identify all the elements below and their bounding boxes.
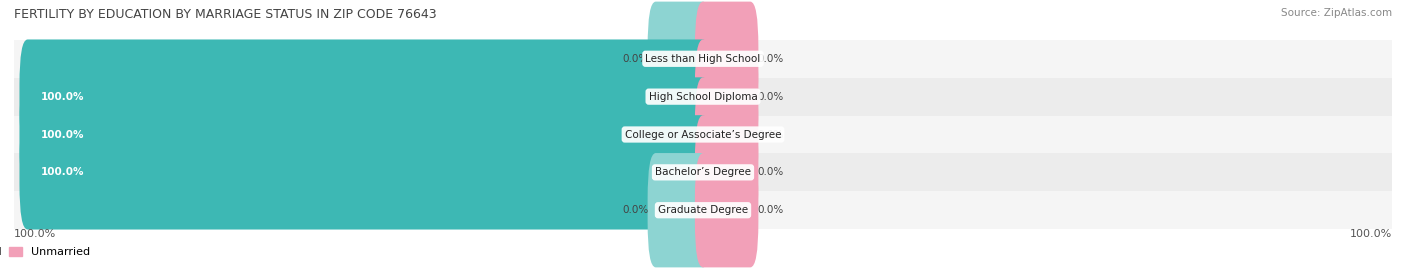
FancyBboxPatch shape [648,2,711,116]
Text: College or Associate’s Degree: College or Associate’s Degree [624,129,782,140]
FancyBboxPatch shape [20,77,711,192]
FancyBboxPatch shape [695,153,758,267]
Text: 100.0%: 100.0% [41,167,84,177]
Text: Graduate Degree: Graduate Degree [658,205,748,215]
Bar [14,191,1392,229]
FancyBboxPatch shape [695,77,758,192]
Bar [14,116,1392,153]
Text: 0.0%: 0.0% [756,167,783,177]
Text: 0.0%: 0.0% [623,205,650,215]
Bar [14,153,1392,191]
FancyBboxPatch shape [695,115,758,229]
Text: 0.0%: 0.0% [756,129,783,140]
Text: 0.0%: 0.0% [756,92,783,102]
FancyBboxPatch shape [648,153,711,267]
Text: 0.0%: 0.0% [623,54,650,64]
Bar [14,78,1392,116]
FancyBboxPatch shape [695,2,758,116]
FancyBboxPatch shape [20,40,711,154]
Bar [14,40,1392,78]
Text: 100.0%: 100.0% [1350,229,1392,239]
Text: FERTILITY BY EDUCATION BY MARRIAGE STATUS IN ZIP CODE 76643: FERTILITY BY EDUCATION BY MARRIAGE STATU… [14,8,437,21]
Text: 0.0%: 0.0% [756,205,783,215]
Text: 100.0%: 100.0% [41,129,84,140]
Text: 100.0%: 100.0% [14,229,56,239]
Text: Bachelor’s Degree: Bachelor’s Degree [655,167,751,177]
Text: Less than High School: Less than High School [645,54,761,64]
Text: 0.0%: 0.0% [756,54,783,64]
Legend: Married, Unmarried: Married, Unmarried [0,242,96,262]
Text: High School Diploma: High School Diploma [648,92,758,102]
Text: 100.0%: 100.0% [41,92,84,102]
FancyBboxPatch shape [695,40,758,154]
Text: Source: ZipAtlas.com: Source: ZipAtlas.com [1281,8,1392,18]
FancyBboxPatch shape [20,115,711,229]
